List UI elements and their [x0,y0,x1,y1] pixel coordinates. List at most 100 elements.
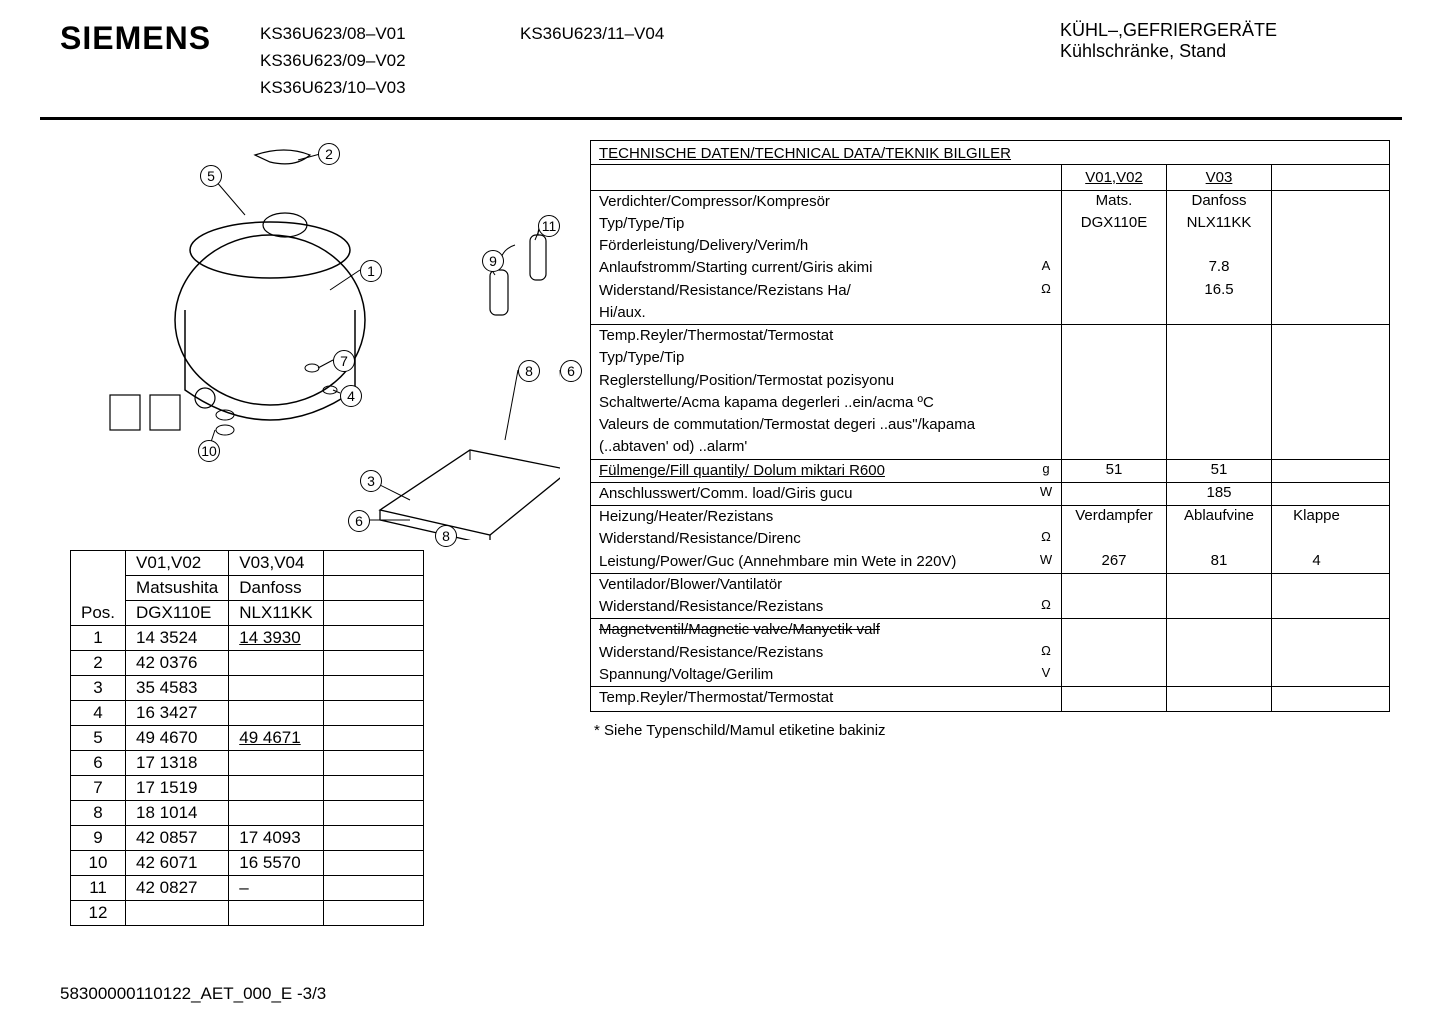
tech-line: Typ/Type/Tip [591,347,1389,369]
tech-cell [1271,370,1361,392]
tech-unit [1031,370,1061,392]
callout-9: 9 [482,250,504,272]
callout-8: 8 [435,525,457,547]
tech-section: Ventilador/Blower/VantilatörWiderstand/R… [591,573,1389,619]
tech-line: Magnetventil/Magnetic valve/Manyetik val… [591,619,1389,641]
tech-cell: 267 [1061,551,1166,573]
tech-line: Ventilador/Blower/Vantilatör [591,574,1389,596]
header: SIEMENS KS36U623/08–V01 KS36U623/09–V02 … [0,0,1442,112]
tech-cell: 51 [1166,460,1271,482]
tech-cell [1061,619,1166,641]
tech-cell [1166,596,1271,618]
tech-cell [1061,414,1166,436]
cell: 17 1519 [126,775,229,800]
content: 251191786410368 Pos. V01,V02 V03,V04 Mat… [0,140,1442,926]
tech-cell [1271,436,1361,458]
tech-section: Temp.Reyler/Thermostat/Termostat [591,686,1389,711]
tech-unit [1031,574,1061,596]
tech-cell [1166,235,1271,257]
tech-unit [1031,506,1061,528]
tech-unit [1031,436,1061,458]
tech-label: Typ/Type/Tip [591,347,1031,369]
callout-5: 5 [200,165,222,187]
tech-unit [1031,619,1061,641]
callout-1: 1 [360,260,382,282]
callout-6: 6 [560,360,582,382]
cell: 18 1014 [126,800,229,825]
tech-cell [1166,302,1271,324]
tech-line: Anlaufstromm/Starting current/Giris akim… [591,257,1389,279]
tech-label: Widerstand/Resistance/Rezistans [591,596,1031,618]
header-rule [40,117,1402,120]
cell: 12 [71,900,126,925]
callout-4: 4 [340,385,362,407]
tech-unit: A [1031,257,1061,279]
tech-label: Schaltwerte/Acma kapama degerleri ..ein/… [591,392,1031,414]
tech-label: Temp.Reyler/Thermostat/Termostat [591,687,1031,709]
tech-cell: 81 [1166,551,1271,573]
tech-cell [1271,302,1361,324]
callout-3: 3 [360,470,382,492]
tech-label: (..abtaven' od) ..alarm' [591,436,1031,458]
callout-11: 11 [538,215,560,237]
blank [1031,165,1061,190]
table-row: 818 1014 [71,800,424,825]
tech-cell [1271,280,1361,302]
tech-cell: NLX11KK [1166,213,1271,235]
tech-cell [1061,257,1166,279]
tech-cell [1271,392,1361,414]
header-cell: V01,V02 [126,550,229,575]
tech-unit [1031,392,1061,414]
model-id: KS36U623/11–V04 [520,20,1060,47]
cell: – [229,875,324,900]
tech-cell: Verdampfer [1061,506,1166,528]
tech-label: Temp.Reyler/Thermostat/Termostat [591,325,1031,347]
footer-doc-id: 58300000110122_AET_000_E -3/3 [60,984,326,1004]
cell [324,675,424,700]
cell [229,800,324,825]
table-row: 549 467049 4671 [71,725,424,750]
tech-line: Reglerstellung/Position/Termostat pozisy… [591,370,1389,392]
tech-cell [1061,642,1166,664]
cell [324,800,424,825]
tech-cell [1271,596,1361,618]
tech-cell [1166,414,1271,436]
tech-cell [1061,709,1166,711]
tech-cell [1061,370,1166,392]
tech-cell [1166,619,1271,641]
cell: 42 0857 [126,825,229,850]
tech-line: Leistung/Power/Guc (Annehmbare min Wete … [591,551,1389,573]
tech-label: Verdichter/Compressor/Kompresör [591,191,1031,213]
tech-cell [1061,664,1166,686]
doc-title: KÜHL–,GEFRIERGERÄTE Kühlschränke, Stand [1060,20,1277,62]
tech-line: Fülmenge/Fill quantily/ Dolum miktari R6… [591,460,1389,482]
tech-cell [1271,347,1361,369]
tech-cell: 7.8 [1166,257,1271,279]
tech-cell [1271,460,1361,482]
tech-cell [1061,574,1166,596]
model-id: KS36U623/09–V02 [260,47,520,74]
cell [229,900,324,925]
tech-unit [1031,414,1061,436]
tech-unit [1031,191,1061,213]
tech-cell: 51 [1061,460,1166,482]
diagram-svg [40,140,560,540]
left-column: 251191786410368 Pos. V01,V02 V03,V04 Mat… [40,140,560,926]
models-col-1: KS36U623/08–V01 KS36U623/09–V02 KS36U623… [260,20,520,102]
cell: 14 3930 [229,625,324,650]
tech-unit [1031,235,1061,257]
tech-cell [1271,709,1361,711]
tech-section: Fülmenge/Fill quantily/ Dolum miktari R6… [591,459,1389,482]
tech-cell [1061,483,1166,505]
tech-unit: W [1031,483,1061,505]
cell: 8 [71,800,126,825]
tech-label: Hi/aux. [591,302,1031,324]
header-cell [324,550,424,575]
cell: 14 3524 [126,625,229,650]
cell: 49 4671 [229,725,324,750]
cell: 5 [71,725,126,750]
tech-line: Anschlusswert/Comm. load/Giris gucuW185 [591,483,1389,505]
tech-cell [1271,574,1361,596]
tech-line: Hi/aux. [591,302,1389,324]
title-line-1: KÜHL–,GEFRIERGERÄTE [1060,20,1277,41]
